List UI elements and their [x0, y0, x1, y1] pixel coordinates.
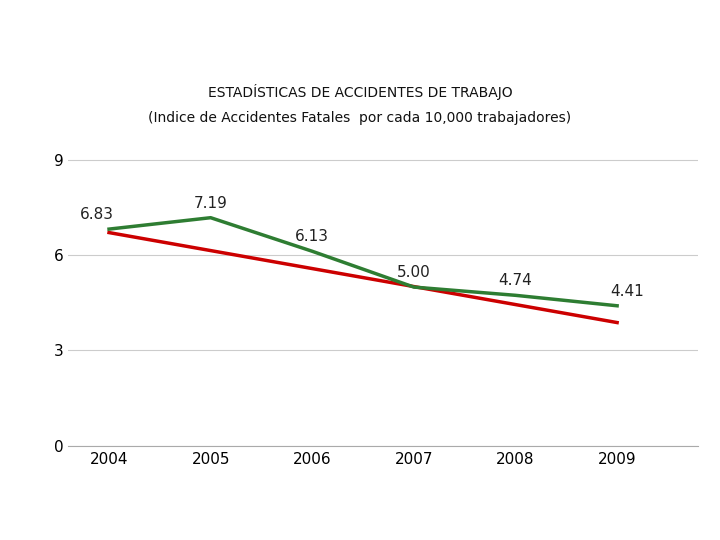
Text: 8: 8 — [688, 26, 707, 54]
Text: 4.41: 4.41 — [611, 284, 644, 299]
Text: ESTADÍSTICAS DE ACCIDENTES DE TRABAJO: ESTADÍSTICAS DE ACCIDENTES DE TRABAJO — [207, 84, 513, 100]
Text: 5.00: 5.00 — [397, 265, 431, 280]
Text: (Indice de Accidentes Fatales  por cada 10,000 trabajadores): (Indice de Accidentes Fatales por cada 1… — [148, 111, 572, 125]
Text: 2004-2009: 2004-2009 — [16, 53, 132, 72]
Text: 6.83: 6.83 — [80, 207, 114, 222]
Text: 7.19: 7.19 — [194, 195, 228, 211]
Text: 6.13: 6.13 — [295, 230, 329, 244]
Text: FUENTE: MINEM: FUENTE: MINEM — [16, 510, 122, 523]
Text: ACCIDENTES MORTALES: ACCIDENTES MORTALES — [16, 18, 276, 37]
Text: 4.74: 4.74 — [499, 273, 532, 288]
